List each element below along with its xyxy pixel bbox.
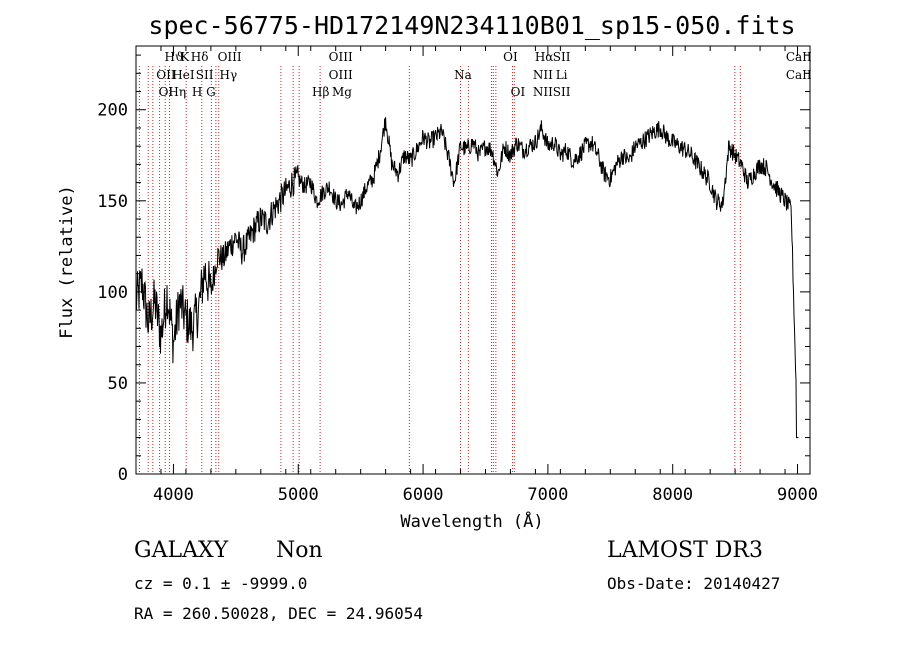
y-tick-label: 0 bbox=[118, 465, 128, 485]
line-label: SII bbox=[553, 85, 571, 99]
x-tick-label: 7000 bbox=[527, 485, 568, 505]
emission-line-markers bbox=[138, 66, 741, 474]
x-tick-label: 9000 bbox=[777, 485, 818, 505]
line-label: SII bbox=[196, 68, 214, 82]
obs-date: Obs-Date: 20140427 bbox=[607, 574, 781, 593]
line-label: OII bbox=[156, 68, 176, 82]
line-label: OI bbox=[503, 50, 518, 64]
coordinates: RA = 260.50028, DEC = 24.96054 bbox=[134, 604, 423, 623]
x-tick-label: 6000 bbox=[403, 485, 444, 505]
line-label: Hα bbox=[535, 50, 554, 64]
y-tick-label: 150 bbox=[97, 192, 128, 212]
line-label: Hϑ bbox=[165, 50, 184, 64]
line-label: CaII bbox=[786, 50, 812, 64]
y-axis-label: Flux (relative) bbox=[57, 185, 77, 339]
redshift-cz: cz = 0.1 ± -9999.0 bbox=[134, 574, 308, 593]
line-label: Mg bbox=[332, 85, 352, 99]
line-label: G bbox=[206, 85, 216, 99]
plot-frame bbox=[135, 45, 811, 475]
object-class: GALAXY bbox=[134, 538, 229, 563]
object-subclass: Non bbox=[276, 538, 323, 563]
line-label: OIII bbox=[329, 68, 353, 82]
line-label: OIII bbox=[218, 50, 242, 64]
line-label: H bbox=[192, 85, 202, 99]
line-label: Hγ bbox=[220, 68, 238, 82]
y-tick-label: 200 bbox=[97, 101, 128, 121]
spectrum-line bbox=[135, 117, 799, 439]
line-label: SII bbox=[553, 50, 571, 64]
x-tick-label: 4000 bbox=[153, 485, 194, 505]
line-label: Hη bbox=[168, 85, 186, 99]
line-label: CaII bbox=[786, 68, 812, 82]
line-label: OI bbox=[511, 85, 526, 99]
line-label: K bbox=[180, 50, 190, 64]
line-label: Li bbox=[556, 68, 568, 82]
line-label: OIII bbox=[329, 50, 353, 64]
line-label: HeI bbox=[172, 68, 195, 82]
x-tick-label: 5000 bbox=[278, 485, 319, 505]
line-label: Hδ bbox=[191, 50, 209, 64]
axis-ticks: 4000 5000 6000 7000 8000 9000 0 50 100 150 200 bbox=[97, 46, 818, 505]
line-label: NII bbox=[533, 85, 553, 99]
y-tick-label: 50 bbox=[108, 374, 128, 394]
line-label: OI bbox=[159, 85, 174, 99]
chart-title: spec-56775-HD172149N234110B01_sp15-050.f… bbox=[148, 11, 795, 40]
x-tick-label: 8000 bbox=[652, 485, 693, 505]
survey-name: LAMOST DR3 bbox=[607, 538, 763, 563]
line-label: Hβ bbox=[312, 85, 329, 99]
line-label: NII bbox=[533, 68, 553, 82]
y-tick-label: 100 bbox=[97, 283, 128, 303]
line-label: Na bbox=[454, 68, 472, 82]
x-axis-label: Wavelength (Å) bbox=[400, 510, 543, 532]
